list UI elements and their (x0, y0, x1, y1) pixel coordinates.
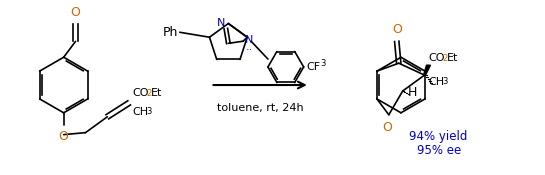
Text: 3: 3 (320, 59, 326, 68)
Text: ..: .. (246, 42, 253, 52)
Polygon shape (423, 65, 431, 75)
Text: 3: 3 (443, 77, 448, 86)
Text: Et: Et (447, 53, 459, 63)
Text: O: O (71, 6, 81, 19)
Text: 94% yield: 94% yield (409, 130, 468, 143)
Text: Ph: Ph (162, 26, 178, 39)
Text: O: O (382, 121, 392, 134)
Text: 3: 3 (146, 107, 152, 116)
Text: O: O (392, 23, 402, 36)
Text: H: H (408, 86, 417, 99)
Text: CF: CF (307, 62, 321, 72)
Text: Et: Et (151, 88, 162, 98)
Text: CH: CH (428, 77, 445, 87)
Text: 2: 2 (146, 89, 152, 98)
Text: 2: 2 (443, 54, 447, 63)
Text: N: N (245, 35, 253, 45)
Text: toluene, rt, 24h: toluene, rt, 24h (217, 103, 304, 113)
Text: O: O (59, 130, 69, 143)
Text: CO: CO (132, 88, 149, 98)
Text: CH: CH (132, 107, 148, 117)
Text: CO: CO (428, 53, 445, 63)
Text: N: N (217, 18, 226, 27)
Text: 95% ee: 95% ee (416, 144, 461, 157)
